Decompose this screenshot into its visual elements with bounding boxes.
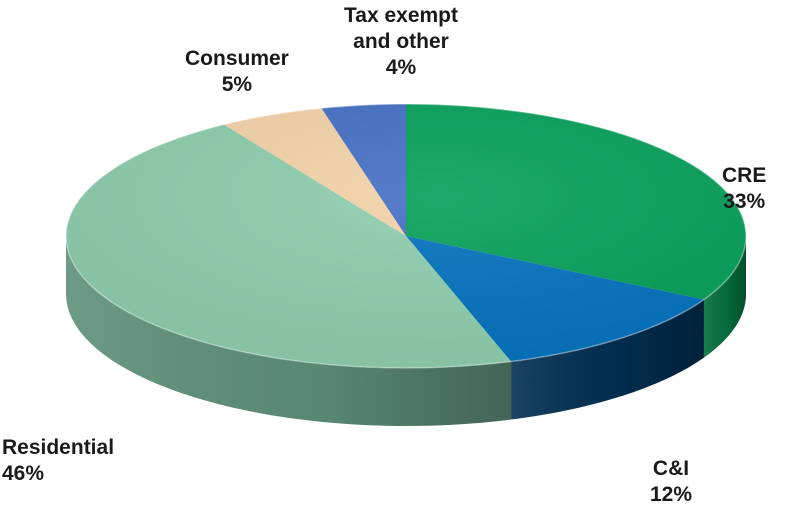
pie-rim	[65, 103, 747, 369]
slice-label-ci: C&I 12%	[650, 456, 692, 508]
slice-percent: 4%	[385, 56, 417, 79]
slice-percent: 12%	[650, 483, 693, 506]
pie-side-shade-c-i	[511, 299, 704, 420]
slice-label-consumer: Consumer 5%	[185, 46, 289, 98]
pie-top-sheen	[66, 104, 746, 368]
pie-sides	[66, 236, 746, 426]
slice-name: Consumer	[185, 47, 289, 70]
slice-name: Residential	[2, 436, 115, 459]
slice-percent: 33%	[723, 190, 766, 213]
slice-label-cre: CRE 33%	[722, 163, 766, 215]
slice-name-line-1: Tax exempt	[344, 4, 458, 27]
pie-side-shade-cre	[703, 236, 746, 358]
slice-name: CRE	[722, 164, 767, 187]
slice-percent: 5%	[221, 73, 253, 96]
pie-side-shade-residential	[66, 236, 512, 426]
slice-percent: 46%	[2, 462, 45, 485]
slice-label-tax-exempt: Tax exempt and other 4%	[344, 3, 458, 81]
slice-name: C&I	[652, 457, 690, 480]
slice-label-residential: Residential 46%	[2, 435, 114, 487]
pie-tops	[65, 103, 747, 369]
slice-name-line-2: and other	[353, 30, 449, 53]
